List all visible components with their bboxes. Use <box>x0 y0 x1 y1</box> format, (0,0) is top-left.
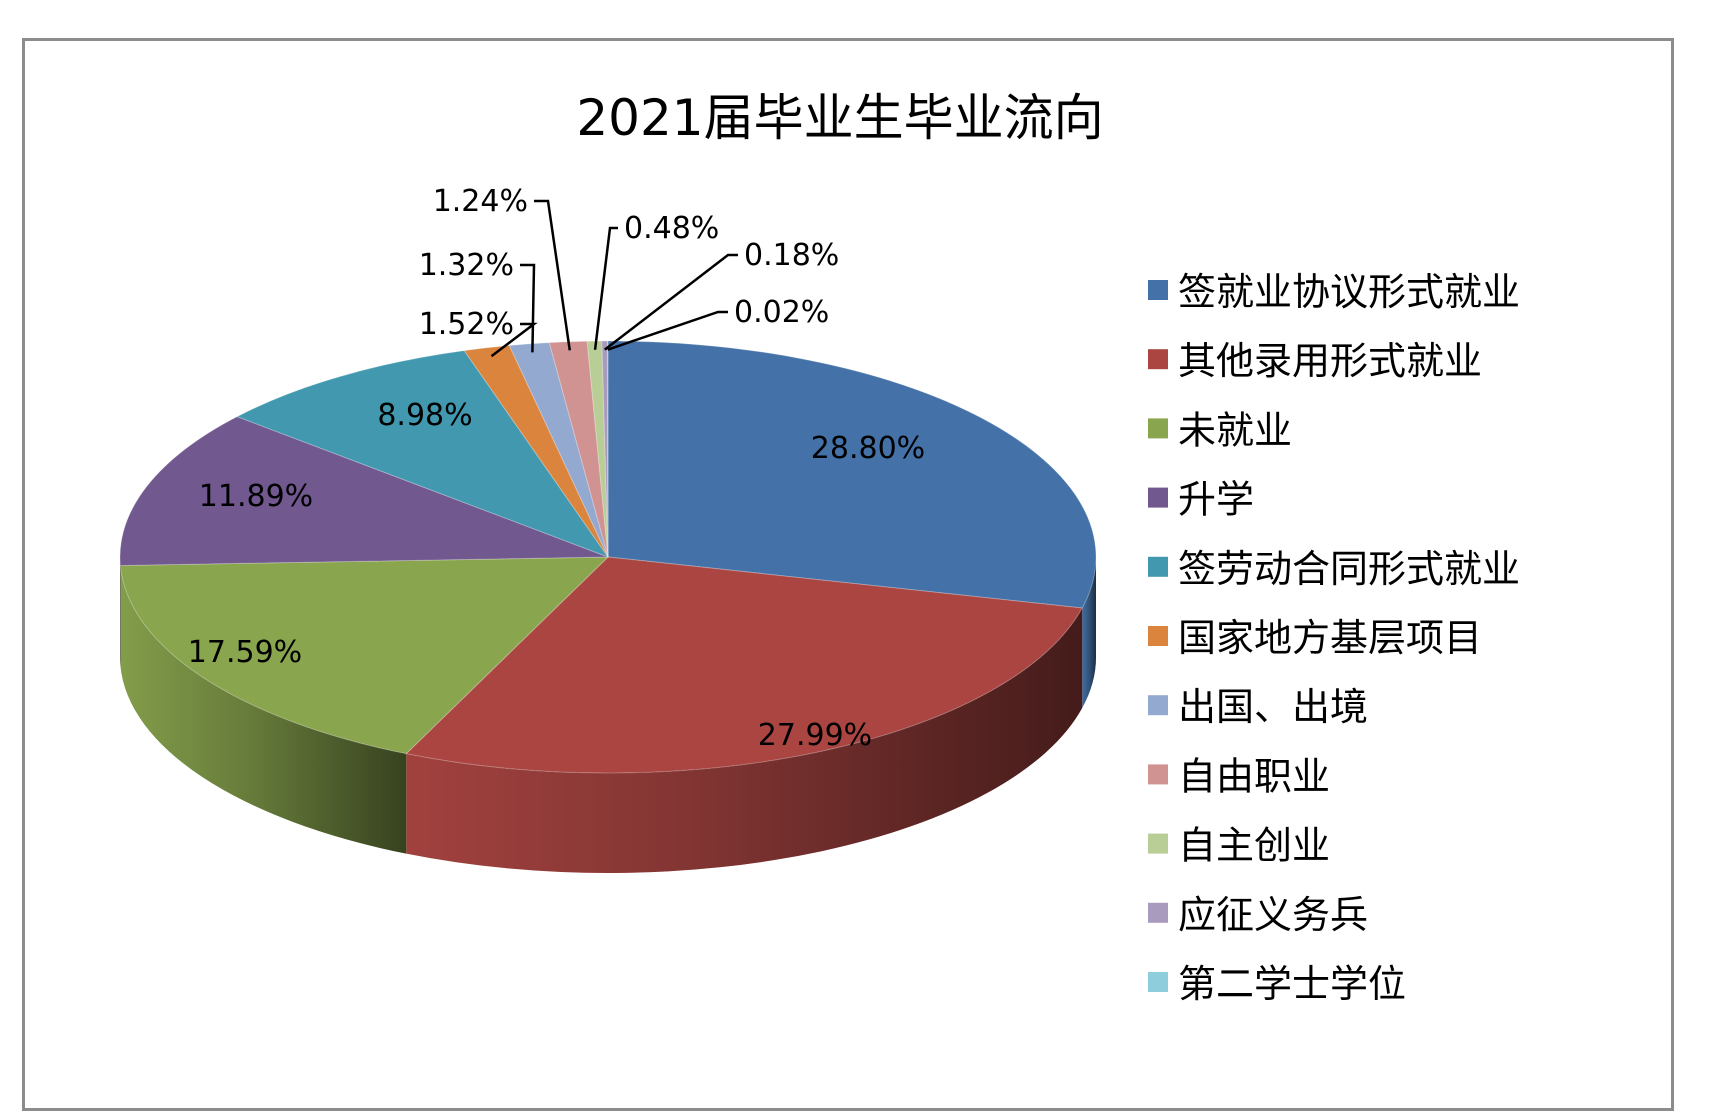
pct-label-10: 0.02% <box>734 295 829 330</box>
pct-label-2: 17.59% <box>188 635 302 670</box>
legend-label-4: 签劳动合同形式就业 <box>1178 547 1520 591</box>
pie-slice-9 <box>601 340 609 558</box>
legend-swatch-10 <box>1148 972 1168 992</box>
legend-swatch-6 <box>1148 695 1168 716</box>
chart-title: 2021届毕业生毕业流向 <box>576 89 1103 147</box>
legend-label-6: 出国、出境 <box>1178 685 1368 729</box>
legend-swatch-7 <box>1148 764 1168 785</box>
legend-swatch-4 <box>1148 556 1168 577</box>
pie-slice-1 <box>405 556 1083 774</box>
pie-slice-6 <box>508 342 609 558</box>
pct-label-7: 1.24% <box>433 184 528 219</box>
pct-label-9: 0.18% <box>744 238 839 273</box>
legend-label-10: 第二学士学位 <box>1178 962 1406 1006</box>
legend-label-9: 应征义务兵 <box>1178 893 1368 937</box>
pie-tops <box>119 340 1097 774</box>
pie-slice-4 <box>235 350 610 559</box>
pct-label-1: 27.99% <box>758 718 872 753</box>
legend-label-5: 国家地方基层项目 <box>1178 616 1482 660</box>
legend-swatch-1 <box>1148 349 1168 370</box>
legend-label-7: 自由职业 <box>1178 754 1330 798</box>
pie-slice-8 <box>586 340 609 558</box>
pie-slice-3 <box>119 416 609 567</box>
pct-label-6: 1.32% <box>419 248 514 283</box>
leader-lines <box>490 199 738 358</box>
pct-label-0: 28.80% <box>811 431 925 466</box>
leader-line-8 <box>593 226 618 350</box>
leader-line-7 <box>534 199 572 351</box>
leader-line-10 <box>607 310 728 351</box>
legend-swatch-8 <box>1148 833 1168 854</box>
legend-swatch-0 <box>1148 280 1168 300</box>
pct-label-4: 8.98% <box>377 398 472 433</box>
pie-slice-0 <box>607 340 1097 609</box>
legend-label-2: 未就业 <box>1178 408 1292 452</box>
pie-side-shade-2 <box>120 565 407 854</box>
pie-slice-5 <box>463 344 609 558</box>
pie-side-shade-0 <box>1082 557 1096 709</box>
legend-swatch-5 <box>1148 626 1168 646</box>
pie-sides <box>120 557 1096 873</box>
pct-label-8: 0.48% <box>624 211 719 246</box>
legend-swatch-3 <box>1148 487 1168 508</box>
pct-labels: 28.80% 27.99% 17.59% 11.89% 8.98% 1.52% 1.32% 1… <box>188 184 925 753</box>
legend-label-1: 其他录用形式就业 <box>1178 339 1482 383</box>
legend-label-8: 自主创业 <box>1178 824 1330 868</box>
legend: 签就业协议形式就业其他录用形式就业未就业升学签劳动合同形式就业国家地方基层项目出… <box>1148 270 1520 1006</box>
legend-swatch-2 <box>1148 418 1168 439</box>
pct-label-3: 11.89% <box>199 479 313 514</box>
legend-label-3: 升学 <box>1178 478 1254 522</box>
legend-swatch-9 <box>1148 902 1168 923</box>
leader-line-9 <box>604 253 738 351</box>
pie-side-shade-1 <box>406 608 1083 873</box>
pie-slice-10 <box>606 340 609 558</box>
pie-slice-2 <box>119 556 610 755</box>
pct-label-5: 1.52% <box>419 307 514 342</box>
legend-label-0: 签就业协议形式就业 <box>1178 270 1520 314</box>
leader-line-6 <box>520 263 536 353</box>
